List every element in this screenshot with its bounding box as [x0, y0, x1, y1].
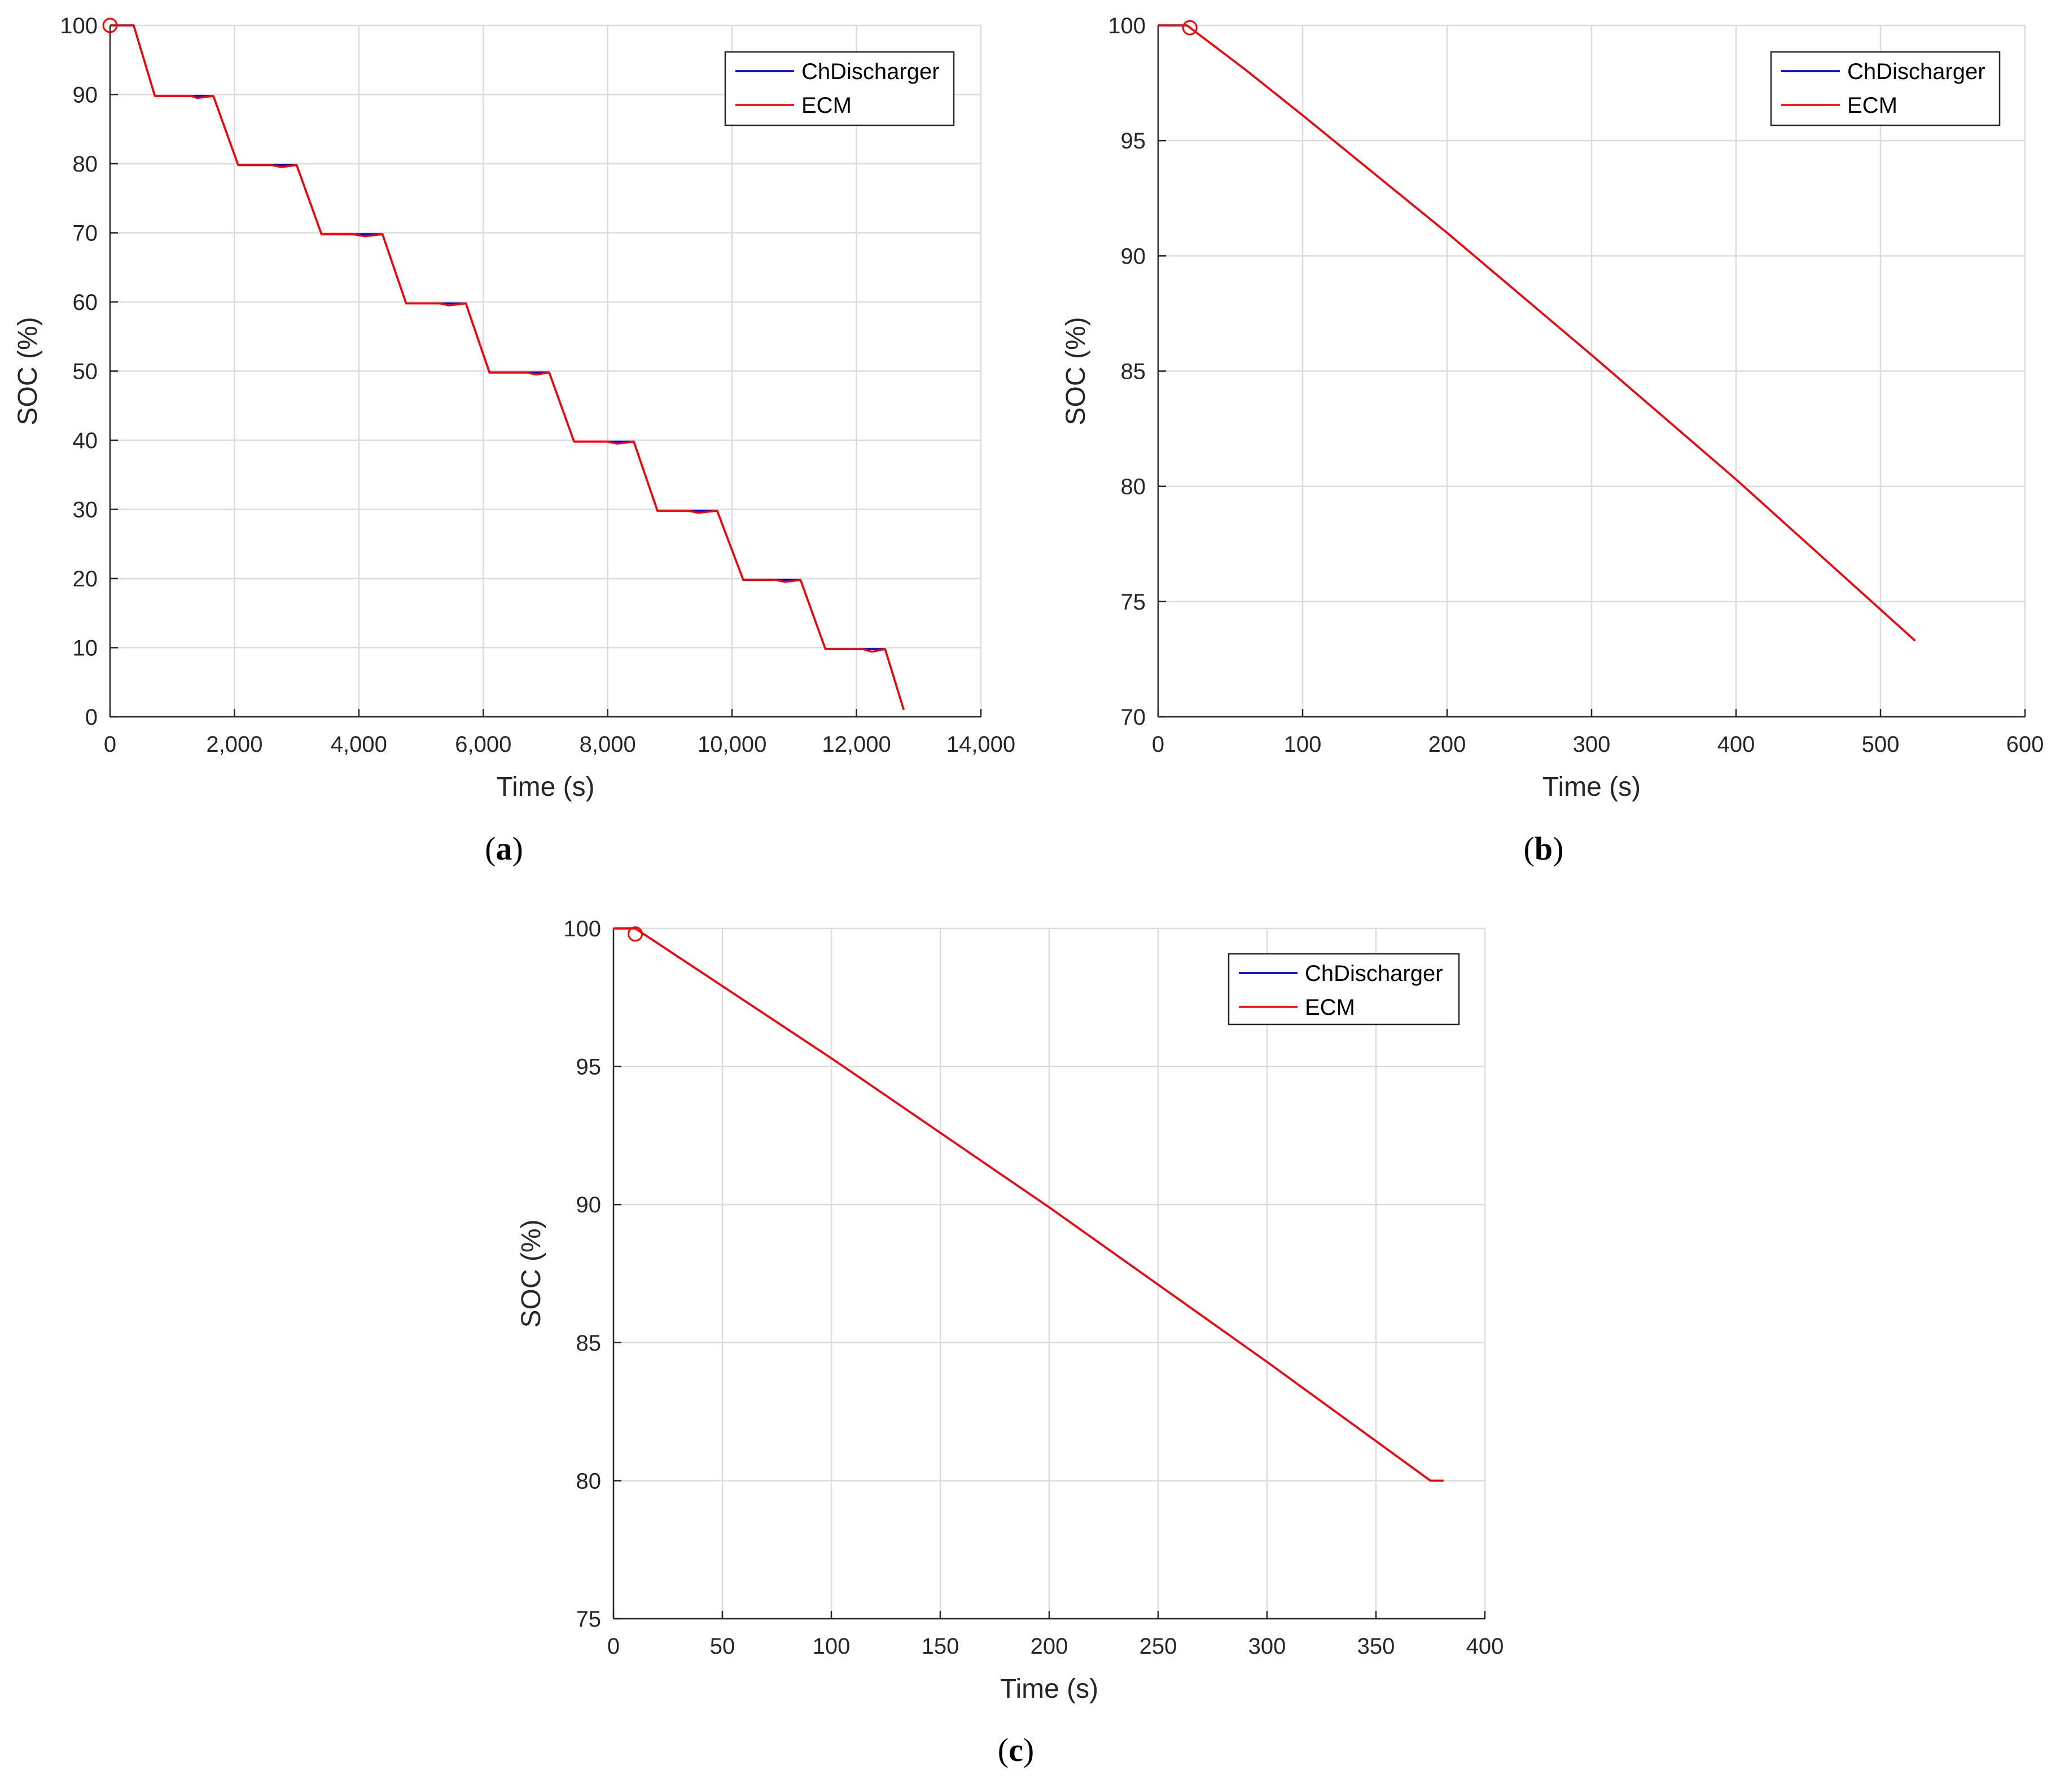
x-tick-label: 250: [1139, 1634, 1177, 1659]
x-tick-label: 500: [1862, 732, 1900, 757]
y-tick-label: 40: [73, 428, 98, 453]
panel-caption: (b): [1524, 830, 1564, 867]
legend: ChDischarger ECM: [1770, 51, 2001, 126]
series-line-ecm: [613, 927, 1444, 1482]
x-tick-label: 0: [607, 1634, 620, 1659]
y-tick-label: 90: [73, 83, 98, 108]
chart-a: 0 2,000 4,000 6,000 8,000 10,000 12,000 14,000 0…: [13, 14, 1015, 867]
legend: ChDischarger ECM: [724, 51, 955, 126]
legend: ChDischarger ECM: [1228, 953, 1460, 1026]
start-marker: [102, 17, 118, 33]
y-tick-label: 90: [576, 1193, 602, 1217]
x-tick-label: 200: [1428, 732, 1466, 757]
start-marker: [1182, 20, 1198, 36]
y-tick-label: 30: [73, 498, 98, 523]
series-line-ecm: [1158, 24, 1916, 642]
x-axis-label: Time (s): [496, 772, 594, 802]
y-tick-label: 80: [576, 1469, 602, 1493]
legend-box: [1228, 953, 1460, 1026]
y-tick-label: 95: [576, 1055, 602, 1080]
x-tick-label: 2,000: [206, 732, 262, 757]
x-tick-label: 10,000: [698, 732, 766, 757]
x-tick-label: 4,000: [331, 732, 387, 757]
legend-box: [1770, 51, 2001, 126]
y-tick-label: 90: [1121, 244, 1146, 269]
x-tick-label: 100: [813, 1634, 851, 1659]
y-tick-label: 50: [73, 360, 98, 384]
x-tick-label: 600: [2006, 732, 2044, 757]
x-tick-label: 12,000: [822, 732, 891, 757]
x-tick-label: 50: [710, 1634, 735, 1659]
series-line-ecm: [110, 24, 905, 711]
legend-label: ChDischarger: [1305, 961, 1443, 986]
y-tick-label: 0: [85, 705, 98, 730]
x-tick-label: 0: [1152, 732, 1164, 757]
y-tick-label: 60: [73, 290, 98, 315]
x-axis-label: Time (s): [1000, 1674, 1098, 1704]
y-axis-label: SOC (%): [1061, 317, 1091, 426]
x-tick-label: 400: [1466, 1634, 1504, 1659]
y-tick-label: 70: [73, 221, 98, 246]
y-tick-label: 95: [1121, 129, 1146, 154]
legend-label: ECM: [1305, 995, 1355, 1020]
x-tick-label: 150: [922, 1634, 959, 1659]
x-tick-label: 350: [1357, 1634, 1395, 1659]
panel-caption: (c): [998, 1732, 1034, 1768]
x-axis-label: Time (s): [1542, 772, 1641, 802]
y-tick-label: 75: [576, 1607, 602, 1632]
legend-label: ECM: [801, 93, 852, 118]
start-marker: [628, 926, 643, 942]
y-tick-label: 80: [1121, 475, 1146, 500]
panel-caption: (a): [485, 830, 523, 867]
legend-box: [724, 51, 955, 126]
y-tick-label: 10: [73, 636, 98, 661]
x-tick-label: 0: [104, 732, 116, 757]
x-tick-label: 6,000: [455, 732, 511, 757]
x-tick-label: 8,000: [580, 732, 636, 757]
y-tick-label: 20: [73, 567, 98, 592]
x-tick-label: 300: [1248, 1634, 1286, 1659]
chart-b: 0 100 200 300 400 500 600 70 75 80 85 90 95 100 Time (…: [1061, 14, 2044, 867]
x-tick-label: 14,000: [946, 732, 1015, 757]
legend-label: ECM: [1847, 93, 1897, 118]
y-tick-label: 100: [563, 917, 601, 941]
y-axis-label: SOC (%): [516, 1220, 546, 1328]
y-tick-label: 100: [1108, 14, 1146, 38]
x-tick-label: 200: [1031, 1634, 1068, 1659]
y-tick-label: 80: [73, 152, 98, 177]
x-tick-label: 100: [1284, 732, 1322, 757]
legend-label: ChDischarger: [1847, 59, 1986, 84]
y-tick-label: 70: [1121, 705, 1146, 730]
x-tick-label: 400: [1717, 732, 1755, 757]
y-tick-label: 85: [1121, 360, 1146, 384]
legend-label: ChDischarger: [801, 59, 940, 84]
y-tick-label: 100: [60, 14, 98, 38]
x-tick-label: 300: [1573, 732, 1611, 757]
y-tick-label: 75: [1121, 590, 1146, 615]
y-tick-label: 85: [576, 1331, 602, 1356]
chart-c: 0 50 100 150 200 250 300 350 400 75 80 85 90 95 100 Tim…: [516, 917, 1504, 1768]
y-axis-label: SOC (%): [13, 317, 43, 426]
